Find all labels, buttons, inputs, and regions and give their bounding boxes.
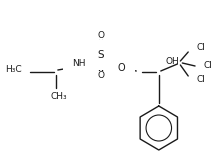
- Text: O: O: [97, 71, 104, 79]
- Text: O: O: [97, 31, 104, 39]
- Text: CH₃: CH₃: [51, 92, 67, 101]
- Text: Cl: Cl: [196, 75, 205, 85]
- Text: Cl: Cl: [204, 61, 213, 71]
- Text: OH: OH: [166, 57, 179, 67]
- Text: Cl: Cl: [196, 43, 205, 52]
- Text: H₃C: H₃C: [5, 65, 22, 74]
- Text: O: O: [118, 63, 125, 73]
- Text: NH: NH: [72, 59, 85, 69]
- Text: S: S: [98, 50, 104, 60]
